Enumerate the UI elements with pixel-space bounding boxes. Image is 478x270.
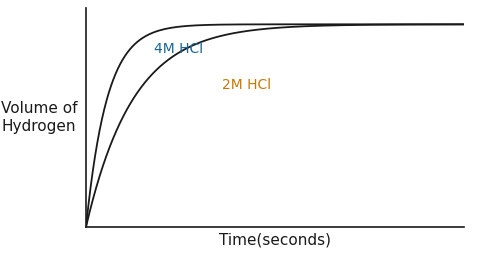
Text: 4M HCl: 4M HCl: [154, 42, 203, 56]
Y-axis label: Volume of
Hydrogen: Volume of Hydrogen: [1, 101, 78, 134]
X-axis label: Time(seconds): Time(seconds): [219, 232, 331, 247]
Text: 2M HCl: 2M HCl: [222, 78, 271, 92]
